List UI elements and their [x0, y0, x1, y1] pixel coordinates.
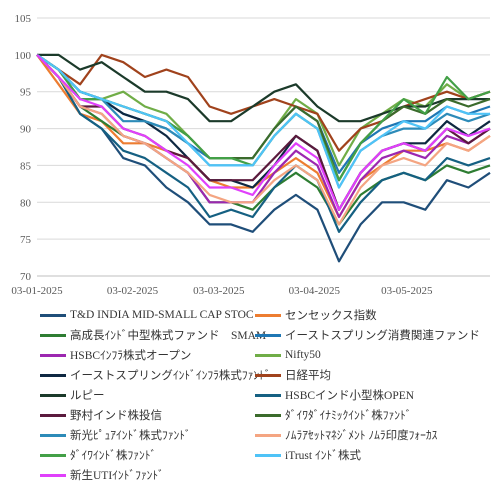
legend-label: HSBCｲﾝﾌﾗ株式オープン: [70, 350, 192, 362]
legend-item: 新光ﾋﾟｭｱｲﾝﾄﾞ株式ﾌｧﾝﾄﾞ: [40, 425, 191, 445]
y-tick-label: 90: [20, 124, 32, 136]
y-tick-label: 105: [15, 13, 32, 25]
legend-swatch: [40, 453, 66, 457]
legend-swatch: [255, 413, 281, 417]
legend-item: ルピー: [40, 385, 105, 405]
x-tick-label: 03-01-2025: [11, 285, 63, 297]
y-axis-ticks: 70 75 80 85 90 95 100 105: [15, 13, 32, 283]
legend-label: ﾀﾞｲﾜｲﾝﾄﾞ株ﾌｧﾝﾄﾞ: [70, 450, 157, 462]
series-line-1: [36, 54, 491, 263]
legend-item: 日経平均: [255, 365, 331, 385]
legend-label: 野村インド株投信: [70, 410, 162, 422]
y-tick-label: 80: [20, 197, 32, 209]
legend-item: 新生UTIｲﾝﾄﾞﾌｧﾝﾄﾞ: [40, 465, 164, 485]
series-line-3: [36, 54, 491, 226]
legend-swatch: [40, 373, 66, 377]
y-tick-label: 75: [20, 234, 32, 246]
legend-swatch: [255, 453, 281, 457]
x-tick-label: 03-05-2025: [381, 285, 433, 297]
series-line-16: [36, 53, 490, 189]
y-tick-label: 100: [15, 50, 32, 62]
legend-swatch: [255, 393, 281, 397]
legend-swatch: [255, 353, 281, 357]
legend-swatch: [40, 473, 66, 477]
series-lines: [36, 53, 491, 263]
x-tick-label: 03-03-2025: [193, 285, 245, 297]
y-tick-label: 95: [20, 87, 32, 99]
series-line-8: [36, 53, 491, 152]
legend-item: HSBCインド小型株OPEN: [255, 385, 414, 405]
legend-swatch: [255, 433, 281, 437]
legend-label: T&D INDIA MID-SMALL CAP STOC: [70, 309, 254, 321]
legend-item: イーストスプリング消費関連ファンド: [255, 325, 480, 345]
y-tick-label: 85: [20, 160, 32, 172]
legend-label: ルピー: [70, 390, 105, 402]
legend-item: iTrust ｲﾝﾄﾞ株式: [255, 445, 361, 465]
legend-swatch: [255, 333, 281, 337]
legend-label: 高成長ｲﾝﾄﾞ中型株式ファンド SMAM: [70, 330, 267, 342]
legend-item: イーストスプリングｲﾝﾄﾞｲﾝﾌﾗ株式ﾌｧﾝﾄﾞ: [40, 365, 271, 385]
legend-item: ﾀﾞｲﾜｲﾝﾄﾞ株ﾌｧﾝﾄﾞ: [40, 445, 156, 465]
series-line-10: [36, 54, 491, 233]
x-axis-ticks: 03-01-2025 03-02-2025 03-03-2025 03-04-2025…: [11, 285, 433, 297]
legend-swatch: [255, 373, 281, 377]
legend-label: センセックス指数: [285, 310, 377, 322]
legend-label: イーストスプリングｲﾝﾄﾞｲﾝﾌﾗ株式ﾌｧﾝﾄﾞ: [70, 370, 271, 382]
x-tick-label: 03-02-2025: [107, 285, 159, 297]
legend-label: Nifty50: [285, 349, 321, 361]
legend-item: ﾉﾑﾗｱｾｯﾄﾏﾈｼﾞﾒﾝﾄ ﾉﾑﾗ印度ﾌｫｰｶｽ: [255, 425, 437, 445]
legend-label: ﾉﾑﾗｱｾｯﾄﾏﾈｼﾞﾒﾝﾄ ﾉﾑﾗ印度ﾌｫｰｶｽ: [285, 430, 438, 442]
legend-item: センセックス指数: [255, 305, 377, 325]
legend-item: HSBCｲﾝﾌﾗ株式オープン: [40, 345, 191, 365]
legend-swatch: [40, 393, 66, 397]
legend-swatch: [255, 313, 281, 317]
legend-label: 日経平均: [285, 370, 331, 382]
legend-swatch: [40, 333, 66, 337]
series-line-14: [36, 54, 491, 226]
x-tick-label: 03-04-2025: [289, 285, 341, 297]
legend-item: ﾀﾞｲﾜﾀﾞｲﾅﾐｯｸｲﾝﾄﾞ株ﾌｧﾝﾄﾞ: [255, 405, 412, 425]
legend-label: HSBCインド小型株OPEN: [285, 390, 415, 402]
legend-item: T&D INDIA MID-SMALL CAP STOC: [40, 305, 254, 325]
legend-label: 新光ﾋﾟｭｱｲﾝﾄﾞ株式ﾌｧﾝﾄﾞ: [70, 430, 191, 442]
series-line-17: [36, 54, 491, 211]
legend-item: 高成長ｲﾝﾄﾞ中型株式ファンド SMAM: [40, 325, 266, 345]
y-tick-label: 70: [20, 271, 32, 283]
legend-item: Nifty50: [255, 345, 321, 365]
legend-swatch: [40, 413, 66, 417]
legend-swatch: [40, 353, 66, 357]
series-line-7: [36, 53, 491, 211]
legend-swatch: [40, 313, 66, 317]
legend-label: イーストスプリング消費関連ファンド: [285, 330, 480, 342]
legend-label: 新生UTIｲﾝﾄﾞﾌｧﾝﾄﾞ: [70, 470, 164, 482]
legend-label: iTrust ｲﾝﾄﾞ株式: [285, 450, 361, 462]
legend-label: ﾀﾞｲﾜﾀﾞｲﾅﾐｯｸｲﾝﾄﾞ株ﾌｧﾝﾄﾞ: [285, 410, 412, 422]
legend-swatch: [40, 433, 66, 437]
legend-item: 野村インド株投信: [40, 405, 162, 425]
